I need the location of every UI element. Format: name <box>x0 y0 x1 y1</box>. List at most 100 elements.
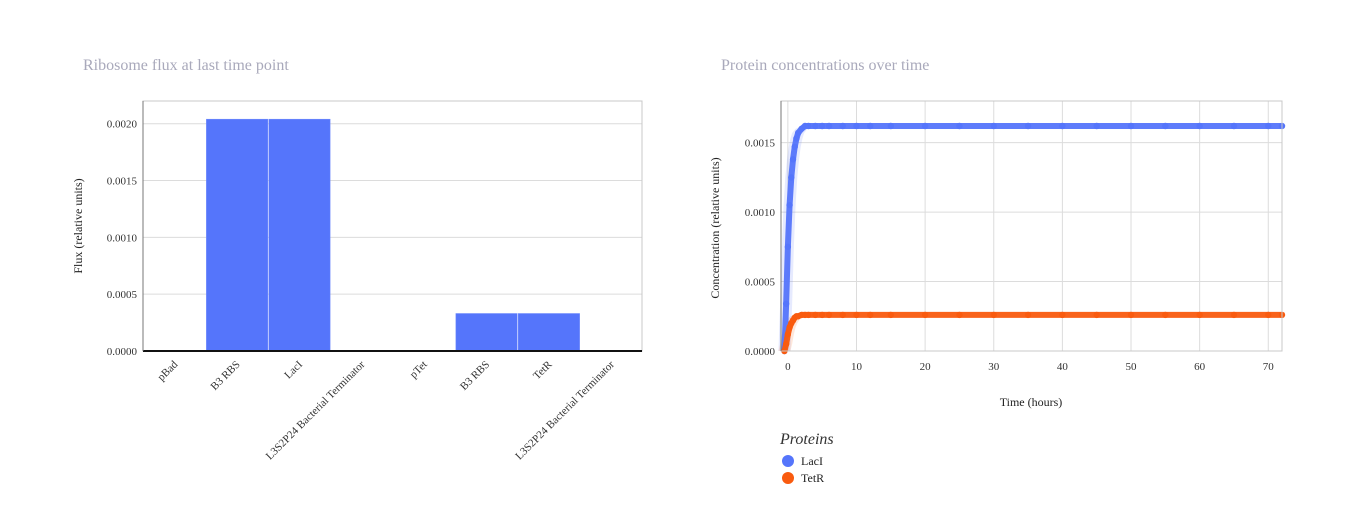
legend-item-laci[interactable]: LacI <box>782 454 823 468</box>
bar-chart-y-tick-label: 0.0000 <box>107 346 138 358</box>
scatter-chart-y-tick-label: 0.0005 <box>745 277 776 289</box>
ribosome-flux-chart: Ribosome flux at last time point 0.00000… <box>71 57 643 462</box>
bar-chart-bar[interactable] <box>455 313 518 352</box>
scatter-chart-x-tick-label: 30 <box>988 361 1000 373</box>
bar-chart-y-tick-label: 0.0005 <box>107 289 138 301</box>
scatter-chart-x-tick-label: 0 <box>785 361 791 373</box>
bar-chart-x-tick-label: B3 RBS <box>458 359 492 393</box>
scatter-chart-x-label: Time (hours) <box>1000 395 1063 409</box>
data-point-tetr[interactable] <box>1127 311 1135 319</box>
data-point-laci[interactable] <box>789 156 797 163</box>
bar-chart-x-tick-label: TetR <box>531 358 555 382</box>
data-point-laci[interactable] <box>1265 122 1272 130</box>
scatter-chart-y-label: Concentration (relative units) <box>708 157 722 298</box>
bar-chart-bars <box>206 118 580 352</box>
data-point-laci[interactable] <box>825 122 833 130</box>
data-point-laci[interactable] <box>956 122 963 130</box>
data-point-tetr[interactable] <box>921 311 929 319</box>
bar-chart-x-tick-label: B3 RBS <box>208 359 242 393</box>
data-point-tetr[interactable] <box>812 311 819 319</box>
data-point-laci[interactable] <box>812 122 819 130</box>
data-point-laci[interactable] <box>887 122 895 130</box>
data-point-laci[interactable] <box>818 122 826 130</box>
scatter-chart-y-tick-label: 0.0010 <box>745 207 776 219</box>
scatter-chart-series <box>781 122 1286 355</box>
data-point-laci[interactable] <box>990 122 997 130</box>
data-point-tetr[interactable] <box>1093 311 1100 319</box>
data-point-tetr[interactable] <box>1059 311 1066 319</box>
data-point-tetr[interactable] <box>805 311 812 319</box>
bar-chart-x-tick-label: L3S2P24 Bacterial Terminator <box>513 358 617 462</box>
scatter-chart-x-tick-label: 20 <box>920 361 932 373</box>
data-point-tetr[interactable] <box>887 311 895 319</box>
bar-chart-y-tick-label: 0.0010 <box>107 232 138 244</box>
series-line-tetr <box>781 311 1285 354</box>
data-point-laci[interactable] <box>791 143 798 151</box>
data-point-laci[interactable] <box>839 122 846 130</box>
data-point-laci[interactable] <box>786 201 793 209</box>
bar-chart-x-tick-label: LacI <box>282 358 305 381</box>
data-point-laci[interactable] <box>805 122 812 130</box>
protein-concentration-chart: Protein concentrations over time 0.00000… <box>708 57 1286 485</box>
data-point-tetr[interactable] <box>956 311 963 319</box>
data-point-laci[interactable] <box>782 300 790 307</box>
data-point-laci[interactable] <box>1093 122 1100 130</box>
legend-marker-laci <box>782 455 794 467</box>
scatter-chart-x-tick-label: 60 <box>1194 361 1206 373</box>
bar-chart-y-ticks: 0.0000 0.0005 0.0010 0.0015 0.0020 <box>107 119 138 358</box>
data-point-tetr[interactable] <box>784 331 792 338</box>
data-point-laci[interactable] <box>921 122 929 130</box>
data-point-laci[interactable] <box>784 243 792 251</box>
scatter-chart-y-tick-label: 0.0015 <box>745 138 776 150</box>
scatter-chart-x-tick-label: 70 <box>1263 361 1275 373</box>
bar-chart-y-tick-label: 0.0020 <box>107 119 138 131</box>
scatter-chart-y-ticks: 0.0000 0.0005 0.0010 0.0015 <box>745 138 776 358</box>
data-point-tetr[interactable] <box>1265 311 1272 319</box>
bar-chart-title: Ribosome flux at last time point <box>83 57 289 74</box>
data-point-laci[interactable] <box>1162 122 1169 130</box>
data-point-tetr[interactable] <box>990 311 997 319</box>
bar-chart-y-tick-label: 0.0015 <box>107 176 138 188</box>
data-point-tetr[interactable] <box>825 311 833 319</box>
data-point-tetr[interactable] <box>839 311 846 319</box>
bar-chart-y-label: Flux (relative units) <box>71 178 85 273</box>
legend-marker-tetr <box>782 472 794 484</box>
data-point-tetr[interactable] <box>1024 311 1032 319</box>
series-band-tetr <box>778 314 1285 351</box>
data-point-tetr[interactable] <box>1196 311 1203 319</box>
data-point-tetr[interactable] <box>818 311 826 319</box>
data-point-laci[interactable] <box>867 122 874 130</box>
bar-chart-bar[interactable] <box>206 118 268 352</box>
bar-chart-x-tick-label: L3S2P24 Bacterial Terminator <box>264 358 368 462</box>
scatter-chart-y-tick-label: 0.0000 <box>745 346 776 358</box>
data-point-laci[interactable] <box>853 122 860 130</box>
bar-chart-bar[interactable] <box>518 313 580 352</box>
data-point-tetr[interactable] <box>867 311 874 319</box>
data-point-laci[interactable] <box>1127 122 1135 130</box>
data-point-tetr[interactable] <box>1230 311 1238 319</box>
data-point-laci[interactable] <box>793 135 800 142</box>
data-point-tetr[interactable] <box>1162 311 1169 319</box>
legend-label-tetr: TetR <box>801 471 824 485</box>
scatter-chart-title: Protein concentrations over time <box>721 57 929 74</box>
legend-label-laci: LacI <box>801 454 823 468</box>
scatter-chart-x-tick-label: 50 <box>1126 361 1138 373</box>
scatter-chart-x-ticks: 0 10 20 30 40 50 60 70 <box>785 361 1274 373</box>
data-point-laci[interactable] <box>788 174 795 181</box>
scatter-chart-x-tick-label: 10 <box>851 361 863 373</box>
legend-title: Proteins <box>779 431 834 448</box>
scatter-chart-x-tick-label: 40 <box>1057 361 1069 373</box>
data-point-laci[interactable] <box>1230 122 1238 130</box>
data-point-tetr[interactable] <box>782 340 790 348</box>
bar-chart-x-tick-label: pBad <box>155 358 180 383</box>
data-point-laci[interactable] <box>1059 122 1066 130</box>
data-point-tetr[interactable] <box>853 311 860 319</box>
legend: Proteins LacI TetR <box>779 431 834 485</box>
bar-chart-bar[interactable] <box>268 118 331 352</box>
data-point-laci[interactable] <box>1024 122 1032 130</box>
data-point-laci[interactable] <box>1196 122 1203 130</box>
legend-item-tetr[interactable]: TetR <box>782 471 824 485</box>
bar-chart-x-tick-label: pTet <box>408 359 430 381</box>
